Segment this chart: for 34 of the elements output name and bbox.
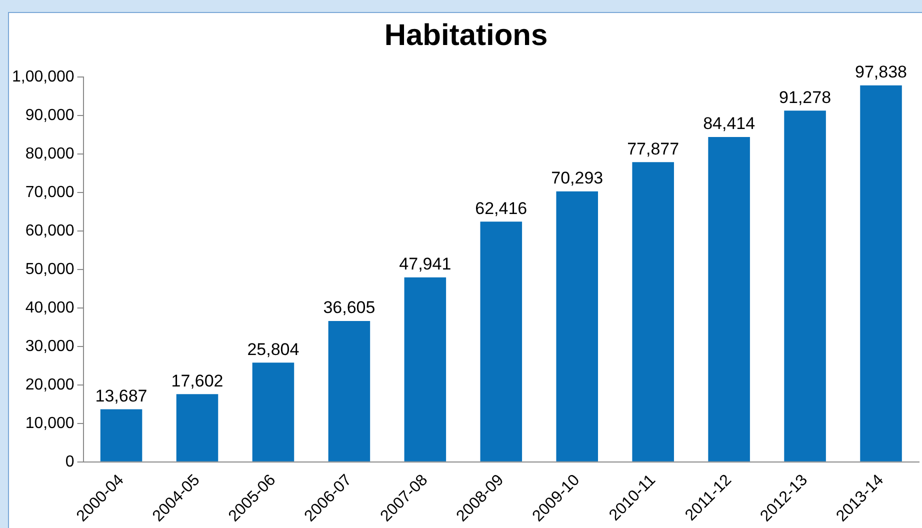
y-tick-label: 60,000 — [25, 222, 74, 240]
y-tick-label: 20,000 — [25, 376, 74, 394]
y-tick-label: 90,000 — [25, 106, 74, 124]
data-label: 17,602 — [171, 371, 224, 390]
data-label: 97,838 — [855, 62, 908, 82]
data-label: 91,278 — [779, 88, 832, 107]
bar — [556, 191, 598, 462]
data-label: 62,416 — [475, 198, 528, 218]
bar — [708, 136, 750, 462]
data-label: 25,804 — [247, 340, 300, 359]
bar — [784, 110, 826, 462]
y-tick-label: 40,000 — [25, 299, 74, 316]
y-tick-label: 70,000 — [25, 184, 74, 201]
chart-title: Habitations — [383, 19, 549, 53]
data-label: 13,687 — [95, 386, 148, 406]
y-tick-label: 10,000 — [25, 414, 74, 432]
y-tick-label: 30,000 — [25, 338, 74, 355]
bar — [252, 362, 294, 462]
data-label: 36,605 — [323, 298, 376, 318]
bar — [480, 222, 522, 462]
bar — [860, 85, 902, 462]
data-label: 70,293 — [551, 168, 604, 188]
bar — [100, 409, 142, 462]
bar — [632, 162, 674, 462]
data-label: 47,941 — [399, 254, 452, 274]
y-tick-label: 50,000 — [25, 260, 74, 278]
y-tick-label: 80,000 — [25, 145, 74, 162]
data-label: 84,414 — [703, 114, 756, 134]
y-tick-label: 0 — [65, 453, 74, 470]
bar — [328, 321, 370, 462]
y-tick-label: 1,00,000 — [12, 68, 74, 86]
data-label: 77,877 — [627, 139, 680, 158]
bar — [176, 394, 218, 462]
bar — [404, 277, 446, 462]
